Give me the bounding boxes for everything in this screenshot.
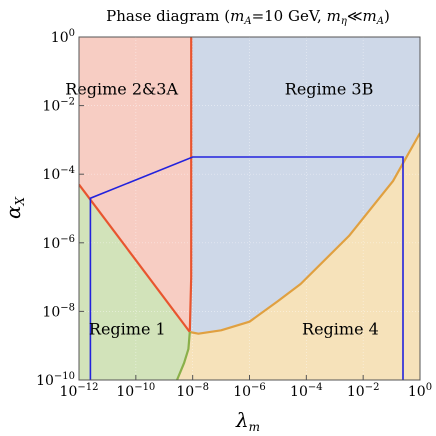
- region-label-regime-3b: Regime 3B: [285, 79, 374, 98]
- regions-layer: [79, 37, 420, 380]
- y-tick-label: 10−2: [42, 97, 75, 115]
- x-tick-label: 10−8: [176, 382, 209, 400]
- blue-outline-line: [89, 156, 404, 380]
- ticks-layer: 10−12 10−10 10−8 10−6 10−4 10−2 100 100 10−2 10−4…: [36, 28, 432, 400]
- region-labels-layer: Regime 1 Regime 2&3A Regime 3B Regime 4: [65, 79, 379, 338]
- x-tick-label: 10−10: [116, 382, 155, 400]
- y-tick-label: 10−6: [42, 234, 75, 252]
- region-regime-3b: [189, 37, 420, 334]
- region-label-regime-2-3a: Regime 2&3A: [65, 79, 178, 98]
- region-regime-2-3a: [79, 37, 192, 332]
- x-tick-label: 10−2: [347, 382, 380, 400]
- x-tick-label: 10−4: [290, 382, 323, 400]
- y-tick-label: 10−8: [42, 302, 75, 320]
- y-tick-label: 10−4: [42, 165, 75, 183]
- x-tick-label: 10−12: [60, 382, 99, 400]
- phase-boundary-line: [79, 183, 191, 333]
- y-axis-label: αX: [1, 197, 27, 220]
- y-tick-label: 100: [51, 28, 75, 46]
- grid-layer: [79, 37, 420, 380]
- phase-boundary-line: [175, 331, 191, 380]
- region-regime-1: [79, 184, 190, 380]
- x-tick-label: 10−6: [233, 382, 266, 400]
- phase-boundary-line: [188, 37, 193, 333]
- chart-title: Phase diagram (mA=10 GeV, mη≪mA): [106, 7, 390, 27]
- region-label-regime-1: Regime 1: [89, 320, 166, 339]
- x-tick-label: 100: [408, 382, 432, 400]
- region-label-regime-4: Regime 4: [302, 320, 379, 339]
- region-regime-4: [177, 133, 420, 380]
- x-axis-label: λm: [235, 408, 260, 434]
- phase-boundary-line: [189, 132, 420, 335]
- boundaries-layer: [79, 37, 420, 380]
